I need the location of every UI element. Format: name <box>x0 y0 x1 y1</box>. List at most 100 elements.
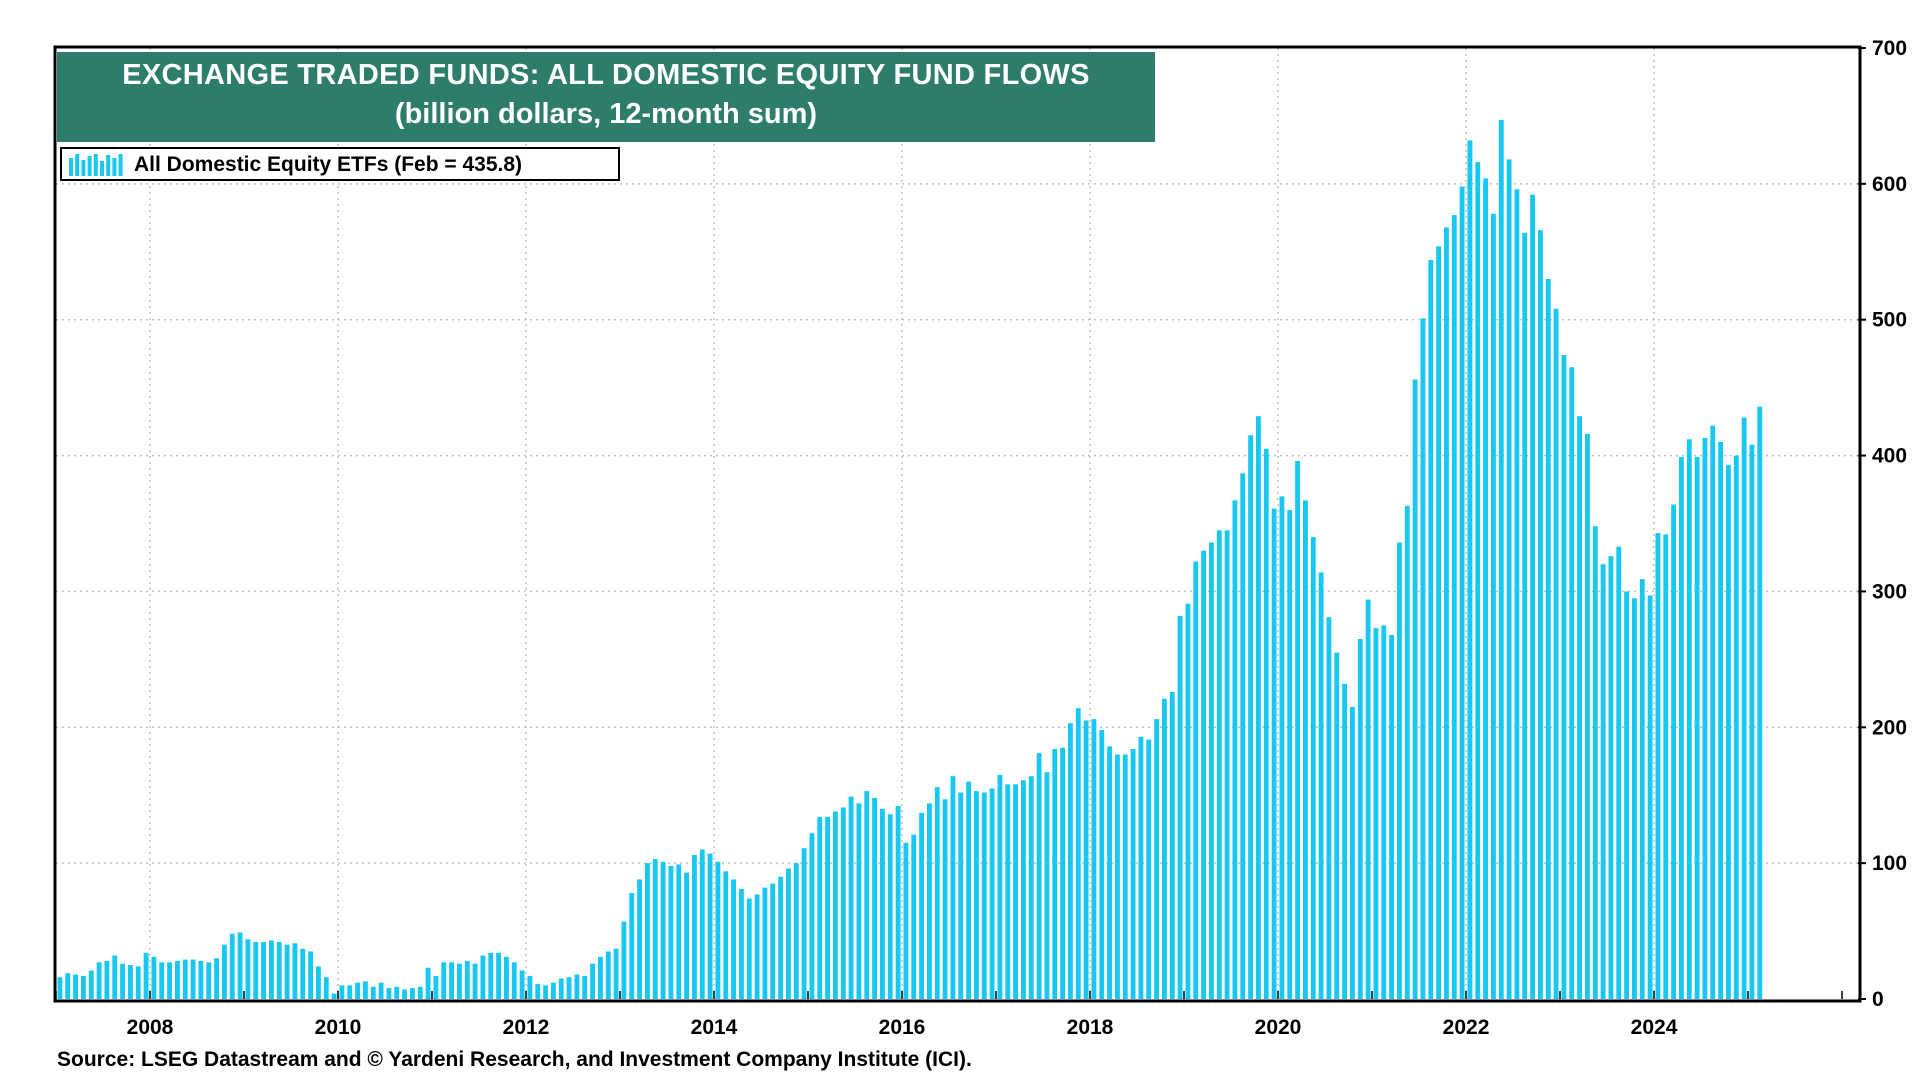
y-tick-label: 400 <box>1872 445 1907 468</box>
bar <box>417 986 423 999</box>
bar <box>613 948 619 999</box>
bar <box>738 888 744 999</box>
bar <box>1365 599 1371 999</box>
bar <box>644 863 650 999</box>
bar <box>605 951 611 999</box>
bar <box>151 956 157 999</box>
bar <box>1530 194 1536 999</box>
legend-swatch-bar <box>100 161 104 176</box>
bar <box>1350 706 1355 999</box>
bar <box>1553 308 1559 999</box>
bar <box>973 791 979 999</box>
bar <box>1224 530 1230 999</box>
chart-subtitle: (billion dollars, 12-month sum) <box>394 98 818 130</box>
legend-swatch-bar <box>87 156 92 176</box>
bar <box>80 975 86 999</box>
bar <box>1585 433 1590 999</box>
bar <box>1169 691 1175 999</box>
bar <box>926 803 932 999</box>
bar <box>1569 367 1575 999</box>
bar <box>864 791 870 999</box>
bar <box>284 944 290 999</box>
bar <box>167 962 173 999</box>
bar <box>1201 550 1207 999</box>
bar <box>825 816 831 999</box>
bar <box>73 974 79 999</box>
bar <box>558 978 564 999</box>
bar <box>1733 455 1739 1000</box>
bar <box>950 776 956 999</box>
bar <box>550 982 556 999</box>
bar <box>911 834 917 999</box>
bar <box>590 963 596 999</box>
bar <box>793 863 799 999</box>
bar <box>1545 278 1551 999</box>
bar <box>1475 162 1481 999</box>
bar <box>96 962 102 999</box>
bar <box>511 962 517 999</box>
bar <box>574 974 580 999</box>
bar <box>566 977 572 999</box>
bar <box>1647 595 1653 999</box>
bar <box>308 951 314 999</box>
bar <box>323 977 329 999</box>
legend-swatch-bar <box>69 158 73 176</box>
bar <box>190 959 196 999</box>
x-tick-label: 2008 <box>127 1016 174 1039</box>
bar <box>652 859 658 999</box>
bar <box>268 940 274 999</box>
bar <box>1749 444 1755 999</box>
bar <box>1107 746 1113 999</box>
x-tick-label: 2016 <box>879 1016 926 1039</box>
bar <box>1655 533 1661 999</box>
bar <box>848 796 854 999</box>
bar <box>1177 615 1183 999</box>
bar <box>1075 708 1081 999</box>
bar <box>1608 556 1614 999</box>
bar <box>135 966 141 999</box>
bar <box>746 898 752 999</box>
bar <box>1122 754 1128 999</box>
bar <box>1420 318 1426 999</box>
legend-swatch <box>69 154 123 176</box>
bar <box>1679 456 1684 999</box>
bar <box>503 956 509 999</box>
bar <box>1483 178 1489 999</box>
bar <box>1295 461 1301 999</box>
chart-title-box: EXCHANGE TRADED FUNDS: ALL DOMESTIC EQUI… <box>57 52 1155 142</box>
bar <box>1091 719 1097 999</box>
bar <box>300 948 306 999</box>
bar <box>221 944 227 999</box>
bar <box>809 833 815 999</box>
bar <box>1193 561 1199 999</box>
bar <box>480 955 486 999</box>
bar <box>1710 425 1716 999</box>
bar <box>214 958 220 999</box>
bar <box>637 879 643 999</box>
bar <box>1162 698 1167 999</box>
bar <box>1020 780 1026 999</box>
bar <box>237 932 243 999</box>
bar <box>355 982 361 999</box>
bar <box>174 960 180 999</box>
bar <box>1099 730 1105 999</box>
bar <box>981 792 987 999</box>
bar <box>464 960 470 999</box>
bar <box>347 985 353 999</box>
bar <box>57 977 63 999</box>
bar <box>1506 159 1512 1000</box>
bar <box>1083 720 1089 999</box>
bar <box>1389 634 1395 999</box>
axis-layer: 0 100 200 300 400 500 600 700 2008 2010 2012 2014 20… <box>55 37 1907 1039</box>
bar <box>292 943 298 999</box>
bar <box>88 970 94 999</box>
bar <box>1561 355 1567 1000</box>
bar <box>778 876 784 999</box>
bar <box>1412 379 1418 999</box>
bar <box>754 894 760 999</box>
bar <box>1741 417 1747 999</box>
x-tick-label: 2010 <box>315 1016 362 1039</box>
legend: All Domestic Equity ETFs (Feb = 435.8) <box>60 147 620 181</box>
bar <box>1624 591 1630 999</box>
bar <box>942 799 948 999</box>
